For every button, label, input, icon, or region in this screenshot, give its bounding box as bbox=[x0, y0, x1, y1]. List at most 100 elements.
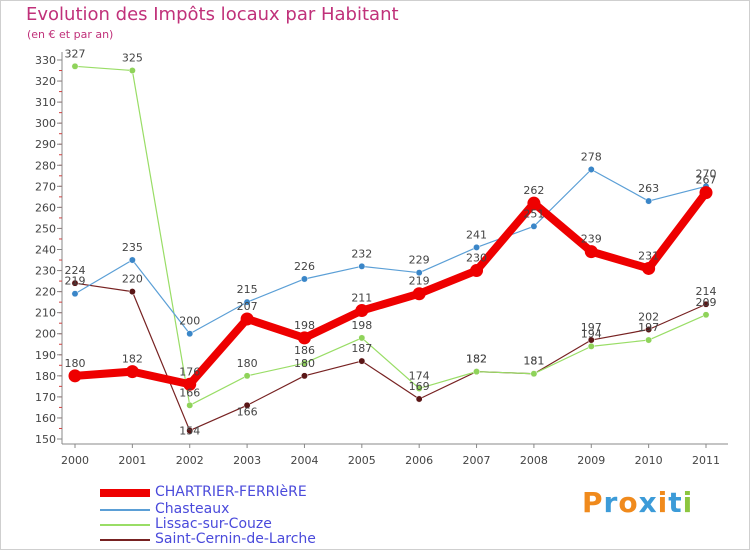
axes: 1501601701801902002102202302402502602702… bbox=[35, 52, 728, 467]
data-label-s3: 187 bbox=[351, 342, 372, 355]
legend-label: CHARTRIER-FERRIèRE bbox=[155, 484, 307, 500]
logo-letter: i bbox=[657, 486, 669, 519]
logo-letter: o bbox=[618, 486, 639, 519]
data-point-s1 bbox=[243, 298, 251, 306]
data-point-s1 bbox=[645, 197, 653, 205]
legend-swatch bbox=[100, 524, 150, 526]
data-label-s2: 209 bbox=[696, 296, 717, 309]
series-line-1 bbox=[74, 168, 707, 335]
y-tick-label: 330 bbox=[35, 54, 56, 67]
x-tick-label: 2004 bbox=[290, 454, 318, 467]
data-point-s2 bbox=[415, 385, 423, 392]
x-tick-label: 2010 bbox=[635, 454, 663, 467]
y-tick-label: 200 bbox=[35, 328, 56, 341]
x-tick-label: 2000 bbox=[61, 454, 89, 467]
data-point-s2 bbox=[530, 370, 538, 378]
data-point-s3 bbox=[415, 395, 423, 403]
data-point-s3 bbox=[702, 300, 710, 308]
data-label-s3: 202 bbox=[638, 311, 659, 324]
chart-subtitle: (en € et par an) bbox=[27, 28, 114, 41]
y-tick-label: 250 bbox=[35, 222, 56, 235]
x-tick-label: 2009 bbox=[577, 454, 605, 467]
data-point-s1 bbox=[186, 330, 194, 338]
data-label-s2: 180 bbox=[237, 357, 258, 370]
series-line-0 bbox=[71, 188, 710, 389]
y-tick-label: 160 bbox=[35, 412, 56, 425]
data-point-s0 bbox=[125, 365, 139, 379]
data-label-s0: 207 bbox=[237, 300, 258, 313]
data-label-s1: 278 bbox=[581, 150, 602, 163]
y-tick-label: 300 bbox=[35, 117, 56, 130]
data-point-s2 bbox=[186, 401, 194, 409]
x-tick-label: 2003 bbox=[233, 454, 261, 467]
logo-letter: P bbox=[582, 486, 604, 519]
y-tick-label: 270 bbox=[35, 180, 56, 193]
data-point-s0 bbox=[470, 264, 484, 278]
data-label-s2: 198 bbox=[351, 319, 372, 332]
data-point-s2 bbox=[645, 336, 653, 344]
data-point-s1 bbox=[71, 290, 79, 298]
data-label-s0: 239 bbox=[581, 233, 602, 246]
data-point-s0 bbox=[240, 312, 254, 326]
data-point-s1 bbox=[301, 275, 308, 283]
y-tick-label: 290 bbox=[35, 138, 56, 151]
data-point-s3 bbox=[71, 279, 79, 287]
x-tick-label: 2005 bbox=[348, 454, 376, 467]
series-layer bbox=[68, 62, 713, 435]
data-label-s0: 230 bbox=[466, 252, 487, 265]
data-label-s0: 198 bbox=[294, 319, 315, 332]
logo-letter: i bbox=[682, 486, 694, 519]
chart-title: Evolution des Impôts locaux par Habitant bbox=[26, 4, 399, 25]
x-tick-label: 2006 bbox=[405, 454, 433, 467]
data-label-s0: 176 bbox=[179, 365, 200, 378]
data-label-s1: 263 bbox=[638, 182, 659, 195]
series-line-3 bbox=[74, 282, 707, 432]
data-label-s3: 180 bbox=[294, 357, 315, 370]
data-point-s1 bbox=[358, 262, 366, 270]
data-point-s0 bbox=[297, 331, 311, 345]
data-point-s2 bbox=[358, 334, 366, 342]
data-label-s1: 235 bbox=[122, 241, 143, 254]
data-label-s1: 241 bbox=[466, 228, 487, 241]
x-tick-label: 2011 bbox=[692, 454, 720, 467]
data-point-s0 bbox=[642, 261, 656, 275]
data-point-s0 bbox=[412, 287, 426, 301]
proxiti-logo: Proxiti bbox=[582, 486, 693, 519]
data-label-s0: 211 bbox=[351, 292, 372, 305]
data-label-s3: 197 bbox=[581, 321, 602, 334]
data-label-s2: 197 bbox=[638, 321, 659, 334]
data-label-s2: 182 bbox=[466, 353, 487, 366]
data-point-s3 bbox=[243, 401, 251, 409]
x-tick-label: 2002 bbox=[176, 454, 204, 467]
data-point-s0 bbox=[68, 369, 82, 383]
data-label-s0: 182 bbox=[122, 353, 143, 366]
data-point-s2 bbox=[587, 342, 595, 350]
data-label-s3: 214 bbox=[696, 285, 717, 298]
data-point-s1 bbox=[415, 269, 423, 277]
data-point-s2 bbox=[243, 372, 251, 380]
y-tick-label: 230 bbox=[35, 265, 56, 278]
data-point-s3 bbox=[186, 427, 194, 435]
y-tick-label: 170 bbox=[35, 391, 56, 404]
data-label-s1: 215 bbox=[237, 283, 258, 296]
data-label-s1: 251 bbox=[523, 207, 544, 220]
data-label-s3: 154 bbox=[179, 425, 200, 438]
x-tick-label: 2008 bbox=[520, 454, 548, 467]
data-label-s3: 166 bbox=[237, 405, 258, 418]
y-tick-label: 280 bbox=[35, 159, 56, 172]
data-point-s2 bbox=[301, 359, 308, 367]
data-label-s2: 181 bbox=[523, 355, 544, 368]
data-point-s1 bbox=[473, 243, 480, 251]
data-point-s2 bbox=[128, 67, 136, 74]
data-label-s3: 169 bbox=[409, 380, 430, 393]
y-tick-label: 210 bbox=[35, 307, 56, 320]
data-point-s0 bbox=[355, 304, 369, 318]
data-point-s1 bbox=[530, 222, 538, 230]
data-label-s1: 219 bbox=[65, 275, 86, 288]
data-label-s0: 180 bbox=[65, 357, 86, 370]
legend-label: Lissac-sur-Couze bbox=[155, 516, 272, 532]
data-label-s2: 325 bbox=[122, 52, 143, 65]
y-tick-label: 240 bbox=[35, 244, 56, 257]
